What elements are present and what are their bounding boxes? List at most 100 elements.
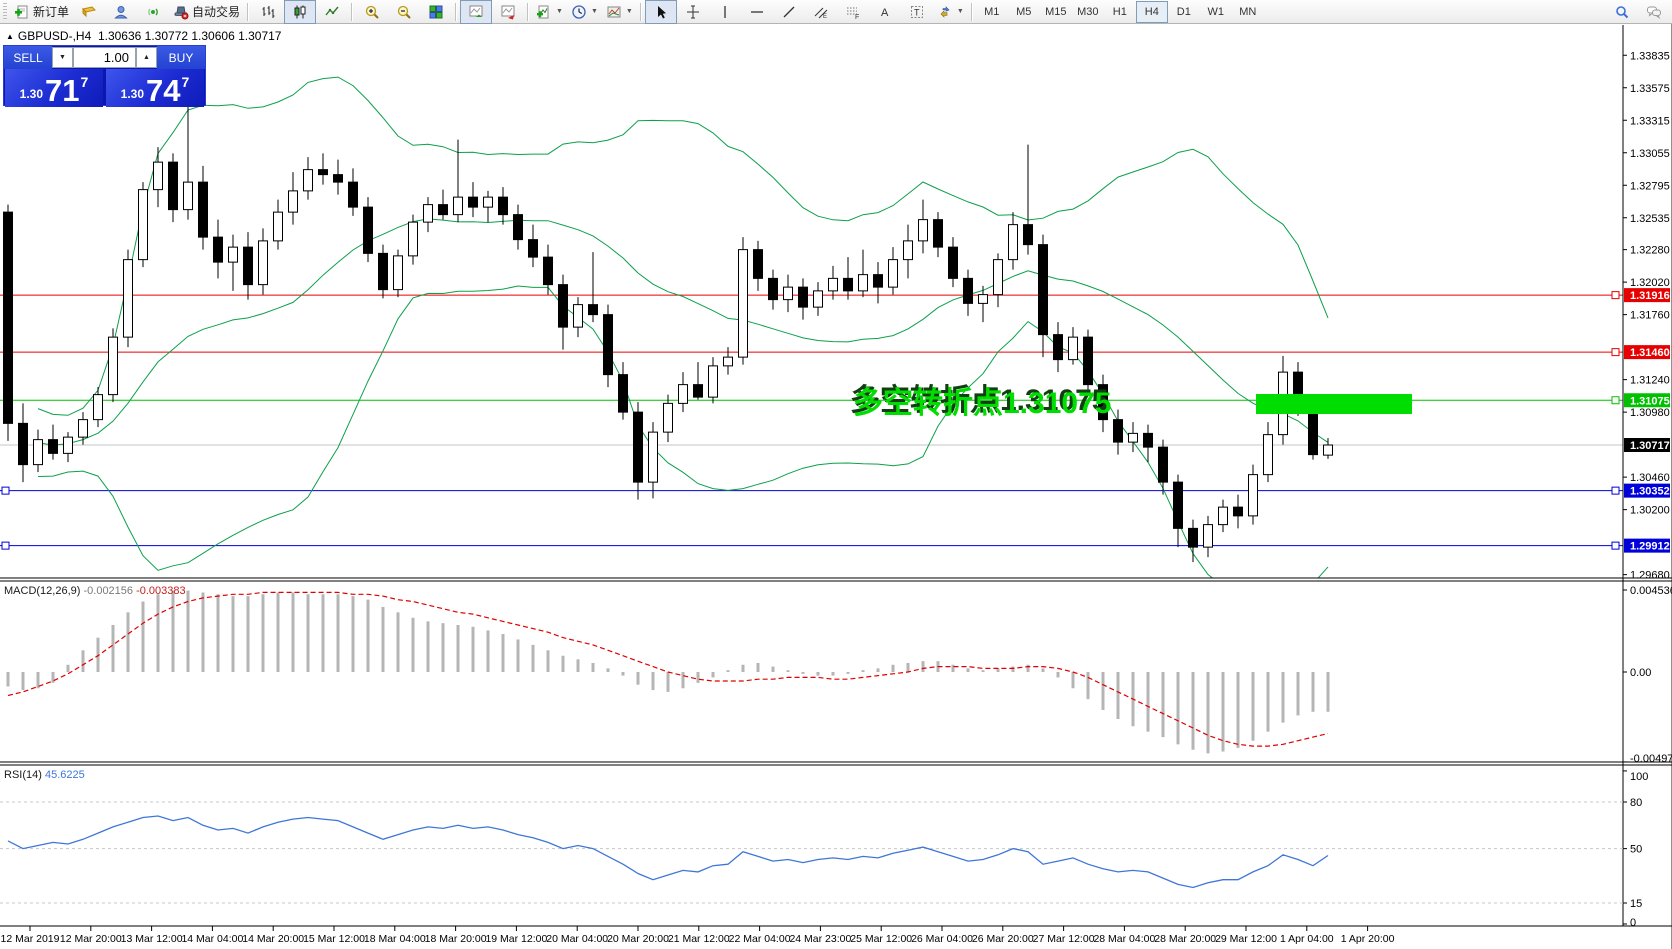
templates-button[interactable]: ▼ bbox=[602, 0, 637, 24]
buy-price-small: 1.30 bbox=[120, 87, 145, 101]
line-handle[interactable] bbox=[1611, 348, 1620, 357]
line-chart-button[interactable] bbox=[316, 0, 348, 24]
bar-chart-button[interactable] bbox=[252, 0, 284, 24]
text-button[interactable]: A bbox=[869, 0, 901, 24]
sell-price[interactable]: 1.30 71 7 bbox=[5, 69, 103, 107]
svg-text:-0.004973: -0.004973 bbox=[1630, 753, 1672, 765]
journal-button[interactable] bbox=[73, 0, 105, 24]
macd-signal-line bbox=[7, 591, 1329, 747]
candlestick-chart-button[interactable] bbox=[284, 0, 317, 24]
new-order-button[interactable]: 新订单 bbox=[10, 0, 73, 24]
line-handle[interactable] bbox=[1611, 541, 1620, 550]
autotrading-button[interactable]: 自动交易 bbox=[169, 0, 244, 24]
panel-collapse-icon[interactable]: ▲ bbox=[6, 32, 14, 41]
chart-shift-button[interactable] bbox=[492, 0, 524, 24]
volume-increase-button[interactable]: ▲ bbox=[136, 47, 157, 68]
svg-text:1 Apr 04:00: 1 Apr 04:00 bbox=[1280, 933, 1334, 945]
horizontal-line-button[interactable] bbox=[741, 0, 773, 24]
zoom-in-button[interactable] bbox=[356, 0, 388, 24]
line-handle[interactable] bbox=[1611, 396, 1620, 405]
candle-bear bbox=[528, 239, 538, 258]
signals-button[interactable] bbox=[137, 0, 169, 24]
arrows-button[interactable]: ▼ bbox=[933, 0, 968, 24]
volume-input[interactable] bbox=[73, 47, 136, 68]
tile-windows-button[interactable] bbox=[420, 0, 452, 24]
symbol-name: GBPUSD-,H4 bbox=[17, 29, 92, 43]
chart-annotation-text[interactable]: 多空转折点1.31075 bbox=[853, 387, 1112, 420]
buy-price[interactable]: 1.30 74 7 bbox=[106, 69, 204, 107]
timeframe-h4[interactable]: H4 bbox=[1135, 0, 1168, 23]
vertical-line-button[interactable] bbox=[709, 0, 741, 24]
trendline-button[interactable] bbox=[773, 0, 805, 24]
candle-bear bbox=[318, 169, 328, 176]
candle-bull bbox=[1068, 336, 1078, 361]
text-label-button[interactable]: T bbox=[901, 0, 933, 24]
new-order-icon bbox=[15, 5, 28, 18]
crosshair-button[interactable] bbox=[677, 0, 709, 24]
cursor-button[interactable] bbox=[644, 0, 677, 24]
candle-bull bbox=[423, 204, 433, 223]
svg-text:26 Mar 20:00: 26 Mar 20:00 bbox=[972, 933, 1034, 945]
dropdown-caret-icon[interactable]: ▼ bbox=[556, 8, 563, 15]
indicators-button[interactable]: ▼ bbox=[532, 0, 567, 24]
timeframe-d1[interactable]: D1 bbox=[1176, 5, 1191, 18]
svg-text:19 Mar 12:00: 19 Mar 12:00 bbox=[485, 933, 547, 945]
profile-button[interactable] bbox=[105, 0, 137, 24]
support-zone-rect[interactable] bbox=[1256, 394, 1412, 414]
sell-price-big: 71 bbox=[45, 73, 80, 108]
timeframe-h1[interactable]: H1 bbox=[1112, 5, 1127, 18]
horizontal-lines[interactable] bbox=[0, 291, 1623, 550]
volume-decrease-button[interactable]: ▼ bbox=[52, 47, 73, 68]
rsi-name: RSI(14) bbox=[4, 769, 42, 781]
periods-button[interactable]: ▼ bbox=[567, 0, 602, 24]
chart-symbol-title: ▲ GBPUSD-,H4 1.30636 1.30772 1.30606 1.30… bbox=[6, 29, 281, 43]
candle-bull bbox=[228, 246, 238, 263]
templates-icon bbox=[607, 6, 621, 17]
timeframe-m30[interactable]: M30 bbox=[1077, 5, 1099, 18]
candle-bull bbox=[183, 181, 193, 211]
candle-bear bbox=[1098, 384, 1108, 421]
line-handle[interactable] bbox=[1, 486, 10, 495]
text-icon: A bbox=[881, 7, 889, 19]
timeframe-m15[interactable]: M15 bbox=[1045, 5, 1067, 18]
fibonacci-button[interactable]: F bbox=[837, 0, 869, 24]
sell-button[interactable]: SELL bbox=[4, 46, 52, 69]
line-handle[interactable] bbox=[1611, 486, 1620, 495]
timeframe-mn[interactable]: MN bbox=[1239, 5, 1257, 18]
signals-icon bbox=[148, 8, 158, 15]
timeframe-m5[interactable]: M5 bbox=[1016, 5, 1032, 18]
search-button[interactable] bbox=[1606, 0, 1638, 24]
line-handle[interactable] bbox=[1, 541, 10, 550]
candle-bear bbox=[1143, 432, 1153, 448]
svg-text:1.32795: 1.32795 bbox=[1630, 180, 1670, 192]
candle-bear bbox=[603, 314, 613, 376]
line-handle[interactable] bbox=[1611, 291, 1620, 300]
equidistant-channel-button[interactable]: E bbox=[805, 0, 837, 24]
candle-bull bbox=[483, 196, 493, 208]
candle-bull bbox=[858, 274, 868, 292]
candle-bull bbox=[903, 240, 913, 261]
dropdown-caret-icon[interactable]: ▼ bbox=[625, 8, 633, 15]
chat-button[interactable] bbox=[1638, 0, 1670, 24]
candle-bull bbox=[888, 259, 898, 288]
svg-text:20 Mar 20:00: 20 Mar 20:00 bbox=[607, 933, 669, 945]
auto-scroll-button[interactable] bbox=[460, 0, 493, 24]
candle-bull bbox=[1323, 444, 1333, 456]
crosshair-icon bbox=[686, 5, 699, 18]
candle-bull bbox=[108, 336, 118, 396]
candle-bull bbox=[288, 190, 298, 213]
timeframe-w1[interactable]: W1 bbox=[1207, 5, 1225, 18]
pane-separators[interactable] bbox=[0, 25, 1672, 927]
dropdown-caret-icon[interactable]: ▼ bbox=[956, 8, 964, 15]
toolbar-grip[interactable] bbox=[3, 2, 7, 21]
candle-bear bbox=[618, 374, 628, 413]
search-icon bbox=[1616, 5, 1629, 18]
svg-text:F: F bbox=[855, 14, 859, 20]
buy-button[interactable]: BUY bbox=[157, 46, 205, 69]
highlight-rectangle[interactable] bbox=[1256, 394, 1412, 414]
dropdown-caret-icon[interactable]: ▼ bbox=[590, 8, 598, 15]
svg-text:1.33315: 1.33315 bbox=[1630, 115, 1670, 127]
timeframe-m1[interactable]: M1 bbox=[984, 5, 1000, 18]
zoom-out-button[interactable] bbox=[388, 0, 420, 24]
